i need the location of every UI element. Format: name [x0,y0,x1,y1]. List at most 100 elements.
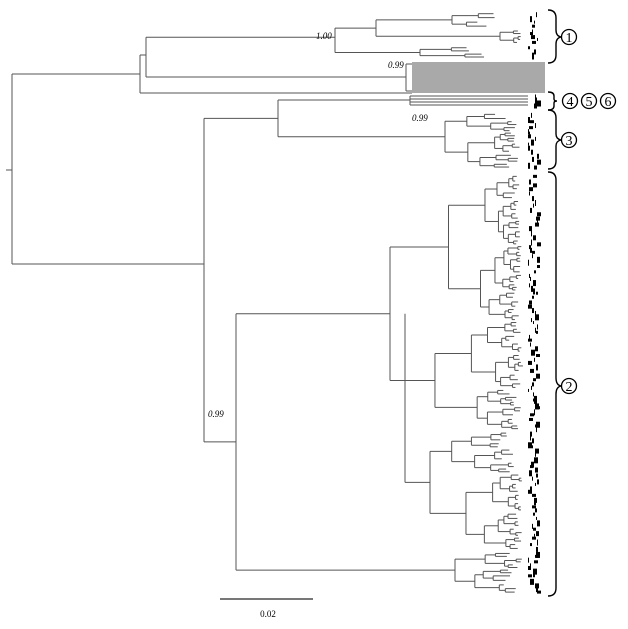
tip-mark [531,285,533,292]
tip-mark [531,230,532,237]
tip-mark [537,100,541,107]
tip-mark [535,467,538,473]
support-clade3: 0.99 [412,113,428,123]
tip-mark [531,149,533,155]
clade-marker-6: 6 [599,92,617,110]
tip-mark [530,543,532,547]
tip-mark [532,40,536,44]
clade-marker-5: 5 [580,92,598,110]
scale-bar-label: 0.02 [260,609,276,619]
tip-mark [530,578,534,585]
tip-mark [528,145,530,151]
tip-mark [534,165,537,170]
tip-mark [528,557,529,563]
tip-mark [536,12,537,18]
bracket-clade1 [547,9,562,64]
tip-mark [534,103,537,109]
clade-marker-1: 1 [560,28,578,46]
tip-mark [533,378,536,382]
tip-mark [532,196,534,202]
tip-mark [531,35,535,40]
tip-mark [535,310,536,315]
tip-mark [537,324,538,330]
tip-mark [531,239,532,246]
tip-mark [535,508,537,513]
tip-mark [531,318,532,323]
tip-mark [536,373,540,379]
tip-mark [532,254,533,259]
tip-mark [537,153,539,159]
svg-text:6: 6 [605,95,612,110]
tip-mark [532,476,533,481]
tip-mark [528,574,532,578]
tip-mark [530,434,531,441]
tip-mark [532,250,535,254]
tip-mark [529,131,530,135]
tip-mark [536,364,538,371]
tip-mark [532,295,534,299]
tip-mark [535,327,536,333]
tip-mark [530,247,532,253]
tip-mark [536,427,537,433]
support-clade2: 0.99 [208,409,224,419]
tip-mark [529,334,530,339]
tip-mark [534,49,536,55]
tip-mark [537,264,540,268]
tip-mark [534,533,535,537]
tip-mark [536,421,540,428]
tip-mark [535,200,536,207]
clade-marker-4: 4 [561,92,579,110]
tip-mark [532,445,533,449]
tip-mark [533,235,536,241]
collapsed-clade-block [412,62,545,93]
tip-labels [528,12,541,594]
tip-mark [528,134,531,139]
tip-mark [530,32,533,36]
tip-mark [534,395,537,399]
tip-mark [529,470,532,477]
tip-mark [530,16,532,23]
tip-mark [534,560,538,564]
tip-mark [531,385,532,390]
tip-mark [535,452,536,457]
tip-mark [533,280,536,287]
tree-branches [6,13,528,593]
tip-mark [531,112,532,118]
tip-mark [535,222,539,227]
tip-mark [534,270,536,274]
tip-mark [528,117,530,124]
tip-mark [531,349,535,356]
tip-mark [532,24,535,28]
tip-mark [536,291,538,295]
tip-mark [532,29,533,35]
tip-mark [528,566,531,571]
tip-mark [537,406,540,410]
bracket-clade3 [547,109,562,170]
tip-mark [536,587,538,593]
tip-mark [533,288,535,295]
tip-mark [535,448,539,454]
tip-mark [535,554,539,558]
tip-mark [536,516,537,520]
tip-mark [530,431,532,437]
tip-mark [528,388,529,392]
tip-mark [529,187,533,192]
tip-mark [532,308,534,314]
svg-text:3: 3 [566,134,573,149]
tip-mark [533,203,534,208]
tip-mark [535,97,537,104]
tip-mark [536,216,540,221]
tip-mark [536,354,540,358]
tip-mark [528,442,532,449]
tip-mark [532,55,534,60]
tip-mark [535,94,536,98]
tip-mark [533,571,535,578]
tip-mark [528,259,529,266]
tip-mark [534,20,535,24]
tip-mark [530,413,534,417]
tip-mark [530,563,531,567]
tip-mark [530,120,534,124]
tip-mark [532,438,534,444]
tip-mark [528,162,530,169]
bracket-clade2 [547,171,562,597]
